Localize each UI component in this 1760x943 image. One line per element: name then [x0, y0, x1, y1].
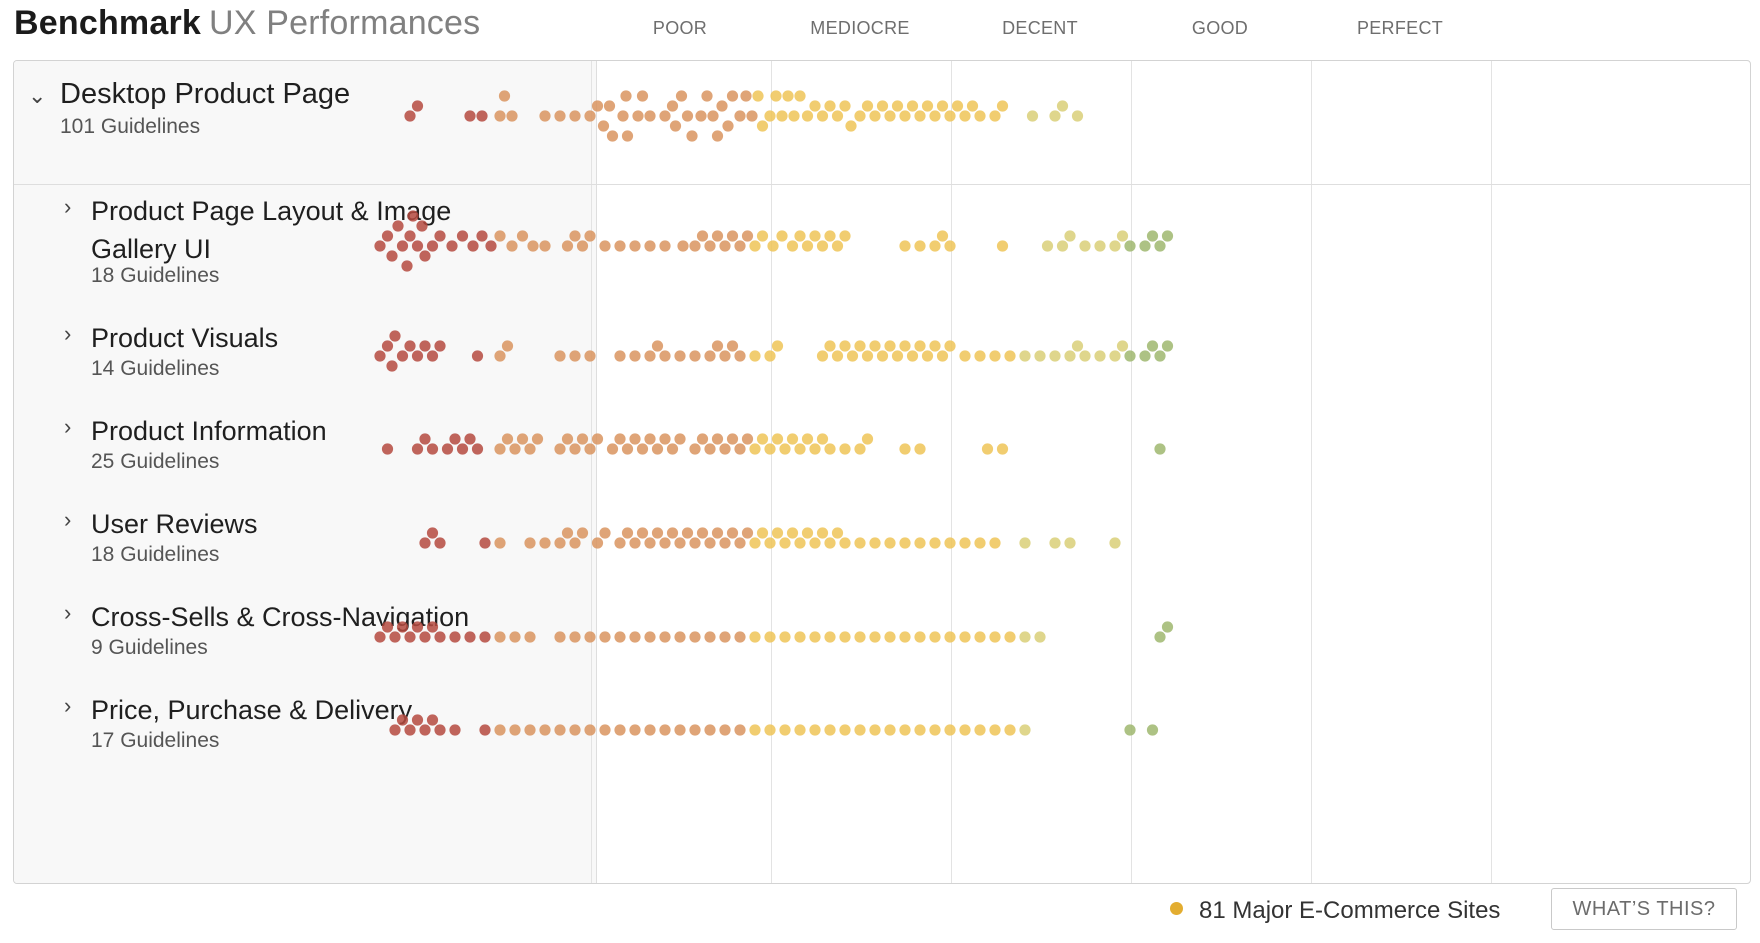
benchmark-panel: ⌄ Desktop Product Page 101 Guidelines › … — [13, 60, 1751, 884]
row-title-cross-sells[interactable]: Cross-Sells & Cross-Navigation — [91, 602, 470, 632]
row-title-price-purchase[interactable]: Price, Purchase & Delivery — [91, 695, 413, 725]
scale-label-perfect: PERFECT — [1356, 18, 1444, 38]
chevron-right-icon[interactable]: › — [64, 600, 72, 625]
chevron-right-icon[interactable]: › — [64, 693, 72, 718]
row-title-product-visuals[interactable]: Product Visuals — [91, 323, 279, 353]
grid-line — [591, 61, 592, 883]
row-subtitle: 17 Guidelines — [91, 729, 220, 752]
row-title-product-information[interactable]: Product Information — [91, 416, 327, 446]
scale-label-poor: POOR — [652, 18, 708, 38]
chevron-right-icon[interactable]: › — [64, 507, 72, 532]
row-subtitle: 14 Guidelines — [91, 357, 220, 380]
grid-line — [1311, 61, 1312, 883]
scale-label-good: GOOD — [1191, 18, 1249, 38]
title-light: UX Performances — [209, 4, 481, 42]
whats-this-button[interactable]: WHAT’S THIS? — [1551, 888, 1737, 930]
row-title-desktop-product-page[interactable]: Desktop Product Page — [60, 78, 351, 110]
category-column — [14, 61, 597, 883]
title-bold: Benchmark — [14, 4, 201, 42]
row-subtitle: 9 Guidelines — [91, 636, 208, 659]
row-subtitle: 25 Guidelines — [91, 450, 220, 473]
scale-label-decent: DECENT — [1002, 18, 1078, 38]
chevron-right-icon[interactable]: › — [64, 194, 72, 219]
page-title: Benchmark UX Performances — [14, 4, 480, 43]
grid-line — [1491, 61, 1492, 883]
section-separator — [14, 184, 1750, 185]
row-title-user-reviews[interactable]: User Reviews — [91, 509, 258, 539]
legend-dot-icon — [1170, 902, 1183, 916]
grid-line — [951, 61, 952, 883]
scale-label-mediocre: MEDIOCRE — [810, 18, 910, 38]
row-subtitle: 101 Guidelines — [60, 115, 201, 138]
chevron-down-icon[interactable]: ⌄ — [28, 83, 47, 108]
chevron-right-icon[interactable]: › — [64, 321, 72, 346]
row-title-product-page-layout[interactable]: Product Page Layout & Image Gallery UI — [91, 196, 452, 264]
legend-label: 81 Major E-Commerce Sites — [1199, 897, 1501, 924]
row-subtitle: 18 Guidelines — [91, 543, 220, 566]
grid-line — [1131, 61, 1132, 883]
row-subtitle: 18 Guidelines — [91, 264, 220, 287]
chevron-right-icon[interactable]: › — [64, 414, 72, 439]
grid-line — [771, 61, 772, 883]
legend: 81 Major E-Commerce Sites — [1170, 897, 1500, 925]
